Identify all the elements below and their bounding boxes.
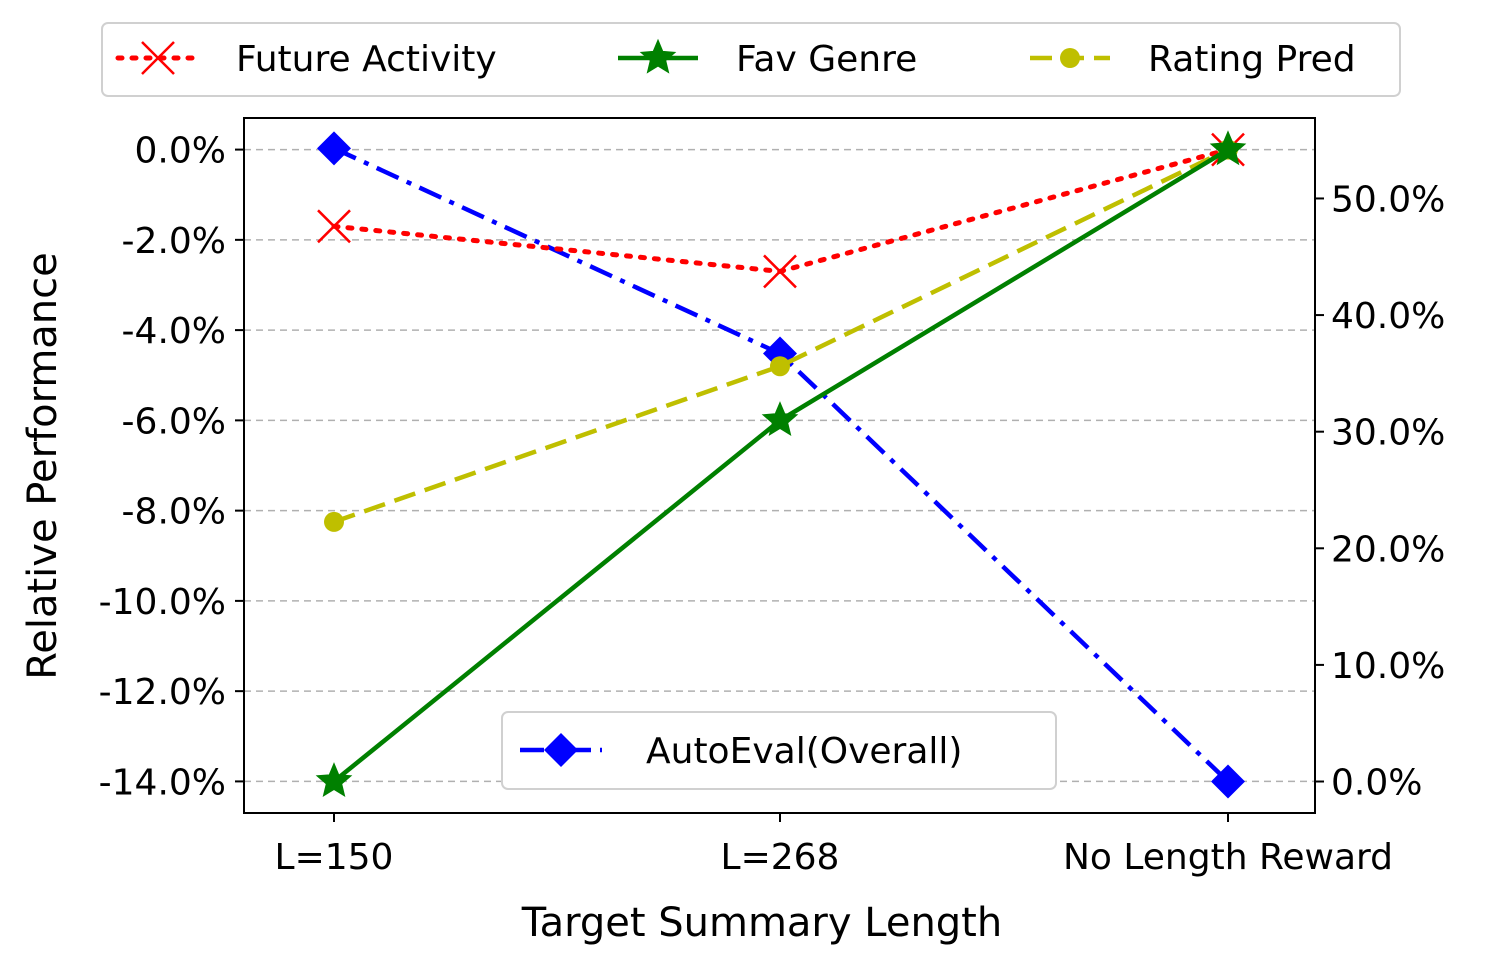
data-point	[1211, 764, 1245, 799]
data-point	[761, 401, 799, 436]
y-right-tick-label: 40.0%	[1331, 296, 1445, 337]
legend-label: AutoEval(Overall)	[646, 731, 962, 772]
axes-layer: 0.0% -2.0% -4.0% -6.0% -8.0% -10.0% -12.0% -14.…	[99, 131, 1446, 878]
legend-label: Future Activity	[236, 39, 497, 80]
y-right-tick-label: 0.0%	[1331, 763, 1422, 804]
data-point	[324, 511, 344, 532]
y-left-tick-label: -4.0%	[122, 311, 226, 352]
y-right-tick-label: 20.0%	[1331, 529, 1445, 570]
data-point	[315, 762, 353, 798]
series-line	[333, 147, 1229, 525]
series-autoeval-overall-	[317, 131, 1245, 799]
grid-lines	[244, 148, 1315, 783]
legend-inner-frame	[501, 711, 1057, 790]
x-axis-title: Target Summary Length	[521, 900, 1002, 946]
legend-swatch-marker	[141, 41, 175, 75]
series-layer	[315, 130, 1247, 799]
legend-swatch-marker	[544, 733, 578, 767]
data-point	[317, 131, 351, 166]
y-left-tick-label: -10.0%	[99, 582, 226, 623]
y-left-tick-label: 0.0%	[135, 131, 226, 172]
legend-inner: AutoEval(Overall)	[501, 711, 1057, 790]
x-tick-label: L=150	[275, 837, 394, 878]
legend-label: Fav Genre	[736, 39, 917, 80]
legend-item: AutoEval(Overall)	[520, 731, 962, 772]
data-point	[763, 254, 797, 289]
legend-item: Future Activity	[115, 39, 497, 80]
y-left-tick-label: -2.0%	[122, 221, 226, 262]
legend-label: Rating Pred	[1148, 39, 1356, 80]
y-left-tick-label: -14.0%	[99, 762, 226, 803]
data-point	[317, 209, 351, 244]
x-tick-label: L=268	[721, 837, 840, 878]
y-left-tick-label: -8.0%	[122, 492, 226, 533]
series-rating-pred	[324, 139, 1238, 532]
legend-item: Fav Genre	[618, 38, 917, 80]
legend-swatch-marker	[1060, 48, 1080, 68]
x-tick-label: No Length Reward	[1063, 837, 1393, 878]
legend-top-frame	[101, 22, 1401, 97]
y-right-tick-label: 30.0%	[1331, 413, 1445, 454]
y-axis-title: Relative Performance	[20, 252, 66, 680]
legend-item: Rating Pred	[1030, 39, 1356, 80]
y-left-tick-label: -6.0%	[122, 401, 226, 442]
data-point	[1209, 130, 1247, 166]
series-line	[332, 147, 1230, 784]
y-right-tick-label: 50.0%	[1331, 179, 1445, 220]
y-left-tick-label: -12.0%	[99, 672, 226, 713]
legend-swatch-marker	[639, 38, 677, 74]
data-point	[770, 356, 790, 377]
y-right-tick-label: 10.0%	[1331, 646, 1445, 687]
legend-top: Future Activity Fav Genre Rating Pred	[101, 22, 1401, 97]
series-line	[333, 146, 1230, 784]
series-fav-genre	[315, 130, 1247, 798]
